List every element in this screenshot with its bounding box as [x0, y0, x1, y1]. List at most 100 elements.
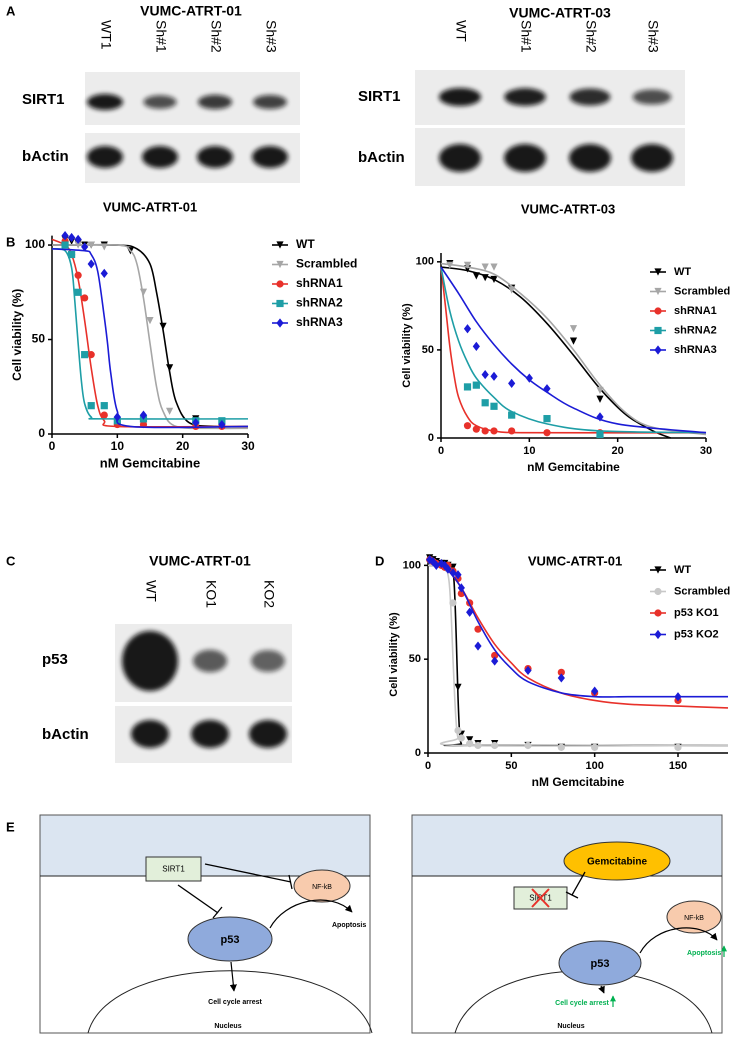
fit-curve — [440, 262, 707, 436]
data-point — [139, 288, 148, 296]
data-point — [481, 274, 489, 282]
x-tick-label: 20 — [612, 445, 624, 457]
sirt1-node — [145, 856, 202, 882]
data-point — [68, 232, 76, 243]
outcome-label: Cell cycle arrest — [208, 999, 262, 1006]
cross — [531, 888, 550, 908]
data-point — [543, 429, 551, 437]
y-tick-label: 0 — [38, 426, 45, 440]
data-point — [525, 373, 533, 383]
p53-node — [187, 916, 273, 962]
data-point — [139, 410, 148, 420]
blot-band — [253, 94, 287, 110]
data-point — [444, 564, 452, 574]
lane-label: Sh#2 — [208, 20, 224, 53]
data-point — [472, 381, 480, 389]
data-point — [543, 415, 551, 423]
legend-marker — [276, 318, 284, 328]
data-point — [491, 741, 499, 750]
data-point — [596, 412, 604, 422]
data-point — [596, 386, 604, 395]
data-point — [557, 743, 565, 751]
legend-label: WT — [296, 237, 315, 251]
legend-label: Scrambled — [674, 285, 730, 297]
x-axis-label: nM Gemcitabine — [527, 460, 620, 474]
fit-curve — [51, 243, 249, 428]
blot-band — [569, 144, 611, 172]
x-tick-label: 100 — [585, 760, 603, 772]
lane-label: Sh#3 — [645, 20, 661, 53]
data-point — [596, 395, 604, 403]
legend-marker — [654, 268, 662, 276]
data-point — [454, 570, 462, 580]
data-point — [490, 371, 498, 381]
data-point — [490, 275, 498, 284]
chart-title: VUMC-ATRT-01 — [103, 199, 197, 214]
data-point — [472, 341, 480, 351]
gemcitabine-node — [563, 841, 671, 881]
data-point — [524, 665, 532, 676]
data-point — [463, 261, 472, 269]
data-point — [490, 427, 498, 435]
data-point — [166, 364, 174, 372]
legend-marker — [654, 345, 662, 355]
blot-band — [569, 88, 611, 106]
fit-curve — [51, 238, 249, 428]
legend-marker — [654, 629, 662, 640]
lane-label: Sh#1 — [518, 20, 534, 53]
blot-title: VUMC-ATRT-01 — [149, 553, 251, 569]
lane-label: WT — [143, 580, 159, 602]
blot-band — [191, 720, 229, 748]
x-tick-label: 30 — [700, 445, 712, 457]
legend-marker — [276, 241, 284, 249]
x-tick-label: 10 — [523, 445, 535, 457]
inhibition-bar — [212, 906, 223, 919]
data-point — [481, 369, 489, 380]
membrane — [40, 815, 370, 876]
node-label: NF-kB — [684, 915, 704, 922]
data-point — [61, 231, 69, 241]
chart: VUMC-ATRT-01 0 50 100 0 50 100 150 nM Gemcitabin… — [388, 553, 730, 789]
y-tick-label: 50 — [422, 344, 434, 356]
chart: VUMC-ATRT-01 0 50 100 0 10 20 30 nM Gemcitabine C… — [10, 199, 357, 470]
legend-label: p53 KO2 — [674, 628, 719, 640]
fit-curve — [440, 266, 707, 434]
data-point — [491, 651, 499, 660]
x-tick-label: 0 — [438, 445, 444, 457]
data-point — [454, 683, 462, 691]
data-point — [81, 351, 89, 359]
x-tick-label: 10 — [111, 439, 125, 453]
y-tick-label: 100 — [416, 256, 434, 268]
blot-band — [504, 88, 546, 106]
data-point — [463, 324, 472, 334]
outcome-label: Apoptosis — [687, 950, 721, 957]
blot-band — [439, 144, 481, 172]
node-label: p53 — [591, 958, 610, 970]
blot-band — [143, 95, 177, 109]
inhibition — [571, 871, 586, 896]
p53-node — [558, 940, 642, 986]
data-point — [508, 286, 516, 294]
legend-label: p53 KO1 — [674, 607, 719, 619]
lane-label: WT1 — [98, 20, 114, 50]
blot-band — [439, 88, 481, 106]
row-label: bActin — [22, 148, 69, 165]
inhibition-bar — [288, 874, 293, 890]
lane-label: WT — [453, 20, 469, 42]
blot-band — [197, 146, 233, 168]
fit-curve — [440, 267, 707, 434]
data-point — [674, 743, 682, 751]
y-tick-label: 0 — [428, 432, 434, 444]
data-point — [432, 560, 440, 570]
x-axis-label: nM Gemcitabine — [532, 775, 625, 789]
activation — [269, 899, 353, 929]
lane-label: KO1 — [203, 580, 219, 608]
data-point — [61, 241, 69, 249]
row-label: bActin — [42, 726, 89, 743]
node-label: p53 — [221, 934, 240, 946]
blot-band — [131, 720, 169, 748]
data-point — [81, 242, 89, 252]
blot-band — [87, 94, 123, 110]
blot-band — [192, 649, 228, 673]
y-tick-label: 100 — [25, 237, 45, 251]
